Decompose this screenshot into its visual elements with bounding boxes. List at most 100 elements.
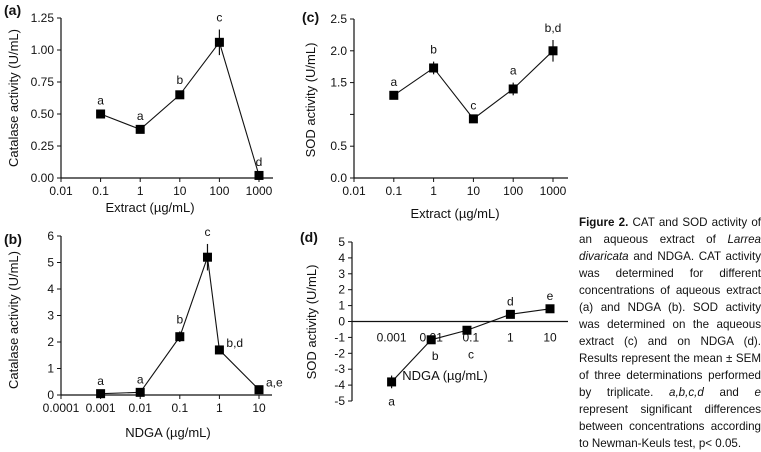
y-axis-label-b: Catalase activity (U/mL) [6,251,21,389]
x-tick-label: 10 [173,184,187,198]
x-tick-label: 1000 [540,184,567,198]
data-label: b [432,349,439,363]
x-tick-label: 0.1 [385,184,402,198]
caption-species: Larrea divaricata [579,233,761,263]
x-tick-label: 0.1 [171,401,188,415]
y-tick-label: 0.25 [31,139,55,153]
y-tick-label: 1.25 [31,11,55,25]
caption-text: represent significant differ­ences betwe… [579,403,761,450]
x-tick-label: 0.01 [342,184,366,198]
y-axis-label-d: SOD activity (U/mL) [304,265,319,380]
data-point [545,304,555,314]
data-label: c [468,348,474,362]
data-point [96,389,106,399]
chart-b: 0 1 2 3 4 5 6 0.0001 0.001 0.01 0.1 1 10 a a b c b,d a,e [43,225,283,415]
x-tick-label: 100 [503,184,523,198]
y-tick-label: 0.75 [31,75,55,89]
data-point [429,63,439,73]
caption-title: Figure 2. [579,216,629,229]
x-tick-label: 100 [209,184,229,198]
data-point [462,325,472,335]
panel-label-b: (b) [4,231,22,247]
data-point [254,385,264,395]
data-point [135,387,145,397]
x-axis-label-d: NDGA (µg/mL) [402,368,488,383]
data-label: b,d [545,21,562,35]
data-point [175,90,185,100]
y-tick-label: 1 [338,299,345,313]
data-label: a,e [266,376,283,390]
figure-caption: Figure 2. CAT and SOD activity of an aqu… [579,214,761,452]
data-point [389,90,399,100]
x-tick-label: 0.1 [92,184,109,198]
series-line [100,41,260,176]
y-tick-label: -5 [334,394,345,408]
y-tick-label: 0.5 [330,139,347,153]
x-tick-label: 10 [252,401,266,415]
caption-text: and [703,386,755,399]
data-label: c [204,225,210,239]
series-line [100,257,260,395]
chart-c: 0.0 0.5 1.5 2.0 2.5 0.01 0.1 1 10 100 1000 a b c a b,d [330,12,568,198]
data-label: d [256,155,263,169]
x-axis-label-c: Extract (µg/mL) [410,206,499,221]
caption-text: and NDGA. CAT activ­ity was determined f… [579,250,761,399]
data-label: b [176,312,183,326]
data-label: a [137,109,144,123]
data-label: a [137,373,144,387]
y-tick-label: 0.0 [330,171,347,185]
y-tick-label: 0 [47,388,54,402]
y-tick-label: 4 [338,251,345,265]
y-tick-label: 5 [338,235,345,249]
data-point [214,345,224,355]
y-tick-label: -1 [334,330,345,344]
x-tick-label: 0.001 [377,331,407,345]
y-axis-label-a: Catalase activity (U/mL) [6,29,21,167]
data-label: a [97,94,104,108]
data-point [202,252,212,262]
x-tick-label: 0.01 [129,401,153,415]
caption-letter-e: e [754,386,761,399]
data-label: c [216,11,222,25]
y-tick-label: 4 [47,282,54,296]
x-tick-label: 0.001 [86,401,116,415]
data-point [214,37,224,47]
y-tick-label: 3 [47,309,54,323]
chart-a: 0.00 0.25 0.50 0.75 1.00 1.25 0.01 0.1 1 10 100 100… [31,11,273,198]
y-tick-label: 3 [338,267,345,281]
y-tick-label: 0 [338,315,345,329]
panel-label-d: (d) [300,229,318,245]
data-point [254,170,264,180]
data-label: a [388,394,395,408]
data-label: d [507,295,514,309]
data-label: c [470,99,476,113]
data-label: b [176,73,183,87]
y-tick-label: 1 [47,362,54,376]
y-tick-label: 2 [47,335,54,349]
y-tick-label: 2.0 [330,44,347,58]
caption-text: CAT and SOD activity of an aqueous extra… [579,216,761,246]
x-tick-label: 10 [543,331,557,345]
data-label: e [547,289,554,303]
caption-letters: a,b,c,d [669,386,704,399]
x-tick-label: 1 [216,401,223,415]
x-tick-label: 0.01 [49,184,73,198]
x-tick-label: 1 [430,184,437,198]
x-tick-label: 0.0001 [43,401,80,415]
x-tick-label: 10 [467,184,481,198]
data-point [508,84,518,94]
y-tick-label: 6 [47,229,54,243]
data-point [426,335,436,345]
x-tick-label: 1 [507,331,514,345]
y-tick-label: 2.5 [330,12,347,26]
y-tick-label: 5 [47,256,54,270]
x-axis-label-a: Extract (µg/mL) [105,200,194,215]
y-tick-label: 1.5 [330,76,347,90]
y-tick-label: 0.00 [31,171,55,185]
panel-label-c: (c) [302,9,319,25]
data-point [505,309,515,319]
data-point [387,377,397,387]
data-point [135,124,145,134]
